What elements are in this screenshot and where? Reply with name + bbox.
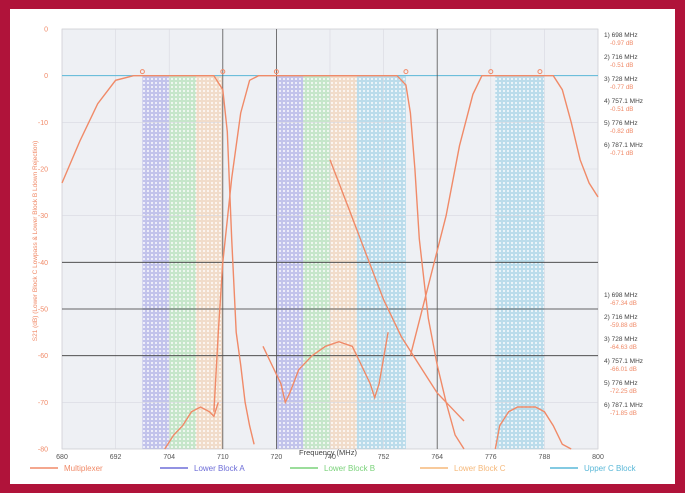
x-tick-label: 800: [592, 454, 604, 461]
marker-bottom-label: 2) 716 MHz: [604, 314, 638, 321]
y-tick-label: -70: [38, 400, 48, 407]
y-tick-label: -80: [38, 447, 48, 454]
marker-bottom-label: 6) 787.1 MHz: [604, 402, 643, 409]
y-axis-label: S21 (dB) (Lower Block C Lowpass & Lower …: [32, 141, 39, 342]
marker-top-label: 3) 728 MHz: [604, 76, 638, 83]
y-tick-label: -20: [38, 167, 48, 174]
marker-point: [537, 69, 543, 75]
marker-top-label: 6) 787.1 MHz: [604, 142, 643, 149]
marker-points: [139, 69, 543, 75]
y-tick-labels: 0 0 -10 -20 -30 -40 -50 -60 -70 -80: [38, 27, 48, 454]
marker-bottom-value: -67.34 dB: [610, 300, 637, 307]
marker-top-label: 4) 757.1 MHz: [604, 98, 643, 105]
y-tick-label: -40: [38, 260, 48, 267]
legend: Multiplexer Lower Block A Lower Block B Low…: [30, 464, 637, 473]
chart-frame: 680 692 704 710 720 740 752 764 776 788 800 0 0 -10 -…: [10, 9, 675, 484]
trace-line: [164, 402, 219, 450]
marker-bottom-label: 1) 698 MHz: [604, 292, 638, 299]
trace-lines: [61, 75, 599, 450]
legend-label: Upper C Block: [584, 464, 637, 473]
y-tick-label: -60: [38, 353, 48, 360]
marker-top-value: -0.51 dB: [610, 106, 633, 113]
y-tick-label: -30: [38, 213, 48, 220]
x-tick-label: 710: [217, 454, 229, 461]
x-axis-label: Frequency (MHz): [299, 448, 357, 457]
marker-point: [139, 69, 145, 75]
marker-bottom-value: -71.85 dB: [610, 410, 637, 417]
marker-bottom-value: -64.63 dB: [610, 344, 637, 351]
marker-point: [220, 69, 226, 75]
trace-line: [409, 75, 599, 356]
marker-point: [273, 69, 279, 75]
legend-label: Lower Block B: [324, 464, 375, 473]
filter-response-chart: 680 692 704 710 720 740 752 764 776 788 800 0 0 -10 -…: [30, 27, 643, 473]
marker-bottom-label: 4) 757.1 MHz: [604, 358, 643, 365]
trace-line: [262, 332, 389, 405]
legend-label: Lower Block A: [194, 464, 245, 473]
x-tick-labels: 680 692 704 710 720 740 752 764 776 788 800: [56, 454, 604, 461]
x-tick-label: 788: [539, 454, 551, 461]
marker-table-top: 1) 698 MHz-0.97 dB2) 716 MHz-0.51 dB3) 7…: [604, 32, 643, 157]
marker-top-value: -0.77 dB: [610, 84, 633, 91]
x-tick-label: 680: [56, 454, 68, 461]
y-tick-label: 0: [44, 27, 48, 34]
marker-top-value: -0.51 dB: [610, 62, 633, 69]
marker-top-label: 5) 776 MHz: [604, 120, 638, 127]
x-tick-label: 720: [271, 454, 283, 461]
marker-bottom-value: -72.25 dB: [610, 388, 637, 395]
trace-line: [61, 75, 255, 445]
x-tick-label: 740: [324, 454, 336, 461]
marker-bottom-value: -66.01 dB: [610, 366, 637, 373]
x-tick-label: 776: [485, 454, 497, 461]
marker-bottom-value: -59.88 dB: [610, 322, 637, 329]
marker-top-value: -0.82 dB: [610, 128, 633, 135]
y-tick-label: 0: [44, 73, 48, 80]
marker-top-label: 2) 716 MHz: [604, 54, 638, 61]
marker-bottom-label: 3) 728 MHz: [604, 336, 638, 343]
x-tick-label: 704: [163, 454, 175, 461]
legend-label: Multiplexer: [64, 464, 103, 473]
y-tick-label: -10: [38, 120, 48, 127]
marker-point: [488, 69, 494, 75]
trace-line: [213, 75, 465, 450]
marker-point: [403, 69, 409, 75]
legend-label: Lower Block C: [454, 464, 506, 473]
x-tick-label: 692: [110, 454, 122, 461]
marker-top-value: -0.97 dB: [610, 40, 633, 47]
x-tick-label: 764: [431, 454, 443, 461]
trace-line: [494, 406, 572, 450]
marker-top-value: -0.71 dB: [610, 150, 633, 157]
marker-bottom-label: 5) 776 MHz: [604, 380, 638, 387]
trace-line: [329, 159, 465, 422]
y-tick-label: -50: [38, 307, 48, 314]
x-tick-label: 752: [378, 454, 390, 461]
marker-table-bottom: 1) 698 MHz-67.34 dB 2) 716 MHz-59.88 dB 3)…: [604, 292, 643, 417]
marker-top-label: 1) 698 MHz: [604, 32, 638, 39]
